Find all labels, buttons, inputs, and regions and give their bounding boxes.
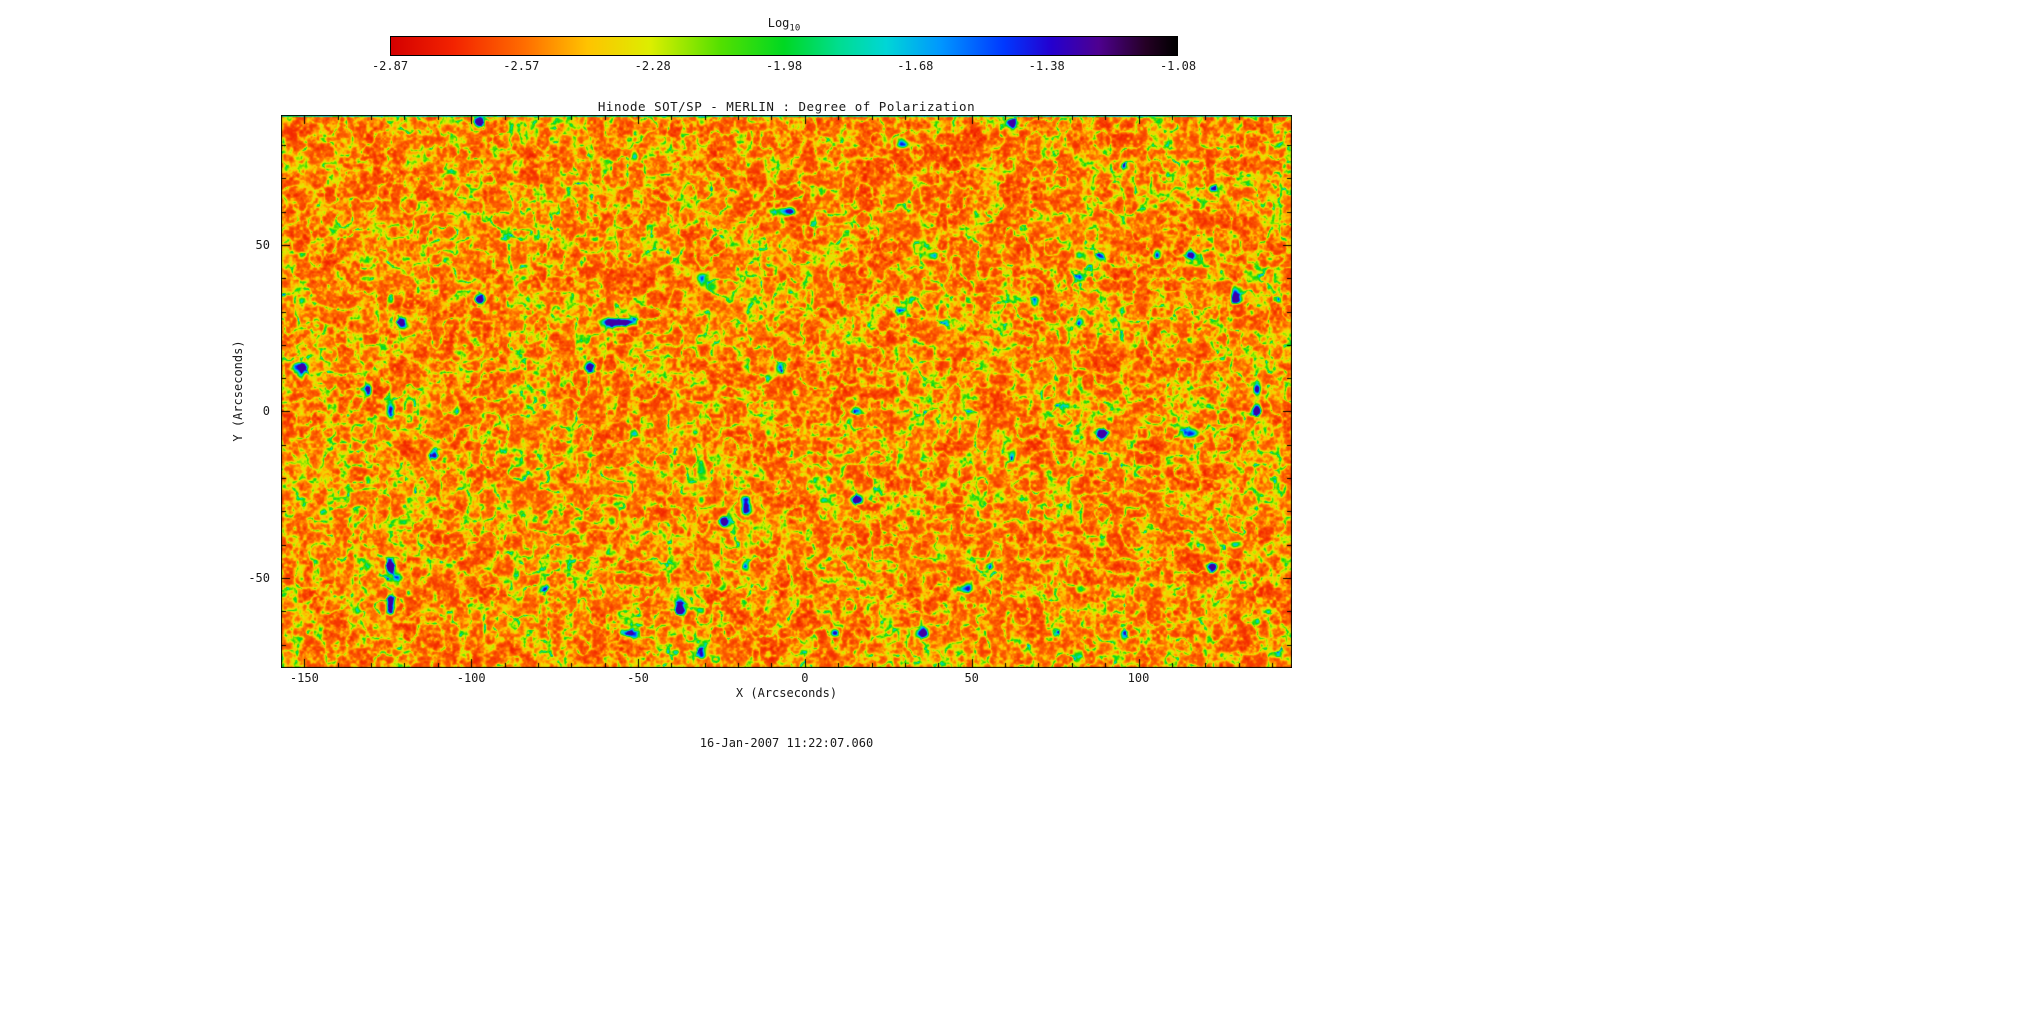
x-tick-label: -150 [289, 671, 319, 685]
x-tick-label: 50 [964, 671, 979, 685]
y-axis-tick-labels: 50 0 -50 [226, 115, 274, 668]
colorbar-tick-label: -1.08 [1159, 59, 1197, 73]
colorbar-tick-label: -2.28 [634, 59, 671, 73]
colorbar-tick-label: -2.87 [371, 59, 409, 73]
y-tick-label: -50 [248, 571, 270, 586]
x-tick-label: -50 [627, 671, 649, 685]
heatmap-canvas [281, 115, 1292, 668]
y-axis-label: Y (Arcseconds) [231, 340, 245, 442]
x-axis-label: X (Arcseconds) [735, 686, 838, 700]
colorbar-tick-label: -2.57 [503, 59, 540, 73]
timestamp: 16-Jan-2007 11:22:07.060 [699, 736, 874, 750]
colorbar-title-main: Log [767, 16, 790, 30]
colorbar-tick-label: -1.68 [897, 59, 934, 73]
colorbar-title-sub: 10 [789, 23, 801, 34]
x-tick-label: 0 [801, 671, 809, 685]
y-tick-label: 50 [255, 237, 270, 252]
x-tick-label: -100 [456, 671, 486, 685]
colorbar-title: Log10 [390, 16, 1178, 33]
x-tick-label: 100 [1127, 671, 1150, 685]
x-axis-tick-labels: -150 -100 -50 0 50 100 [281, 671, 1292, 685]
chart-title: Hinode SOT/SP - MERLIN : Degree of Polar… [597, 99, 976, 114]
colorbar-tick-label: -1.98 [765, 59, 803, 73]
colorbar-gradient [390, 36, 1178, 56]
colorbar-tick-labels: -2.87 -2.57 -2.28 -1.98 -1.68 -1.38 -1.08 [372, 59, 1196, 73]
heatmap-plot [281, 115, 1292, 668]
colorbar-tick-label: -1.38 [1028, 59, 1065, 73]
y-tick-label: 0 [262, 404, 270, 419]
